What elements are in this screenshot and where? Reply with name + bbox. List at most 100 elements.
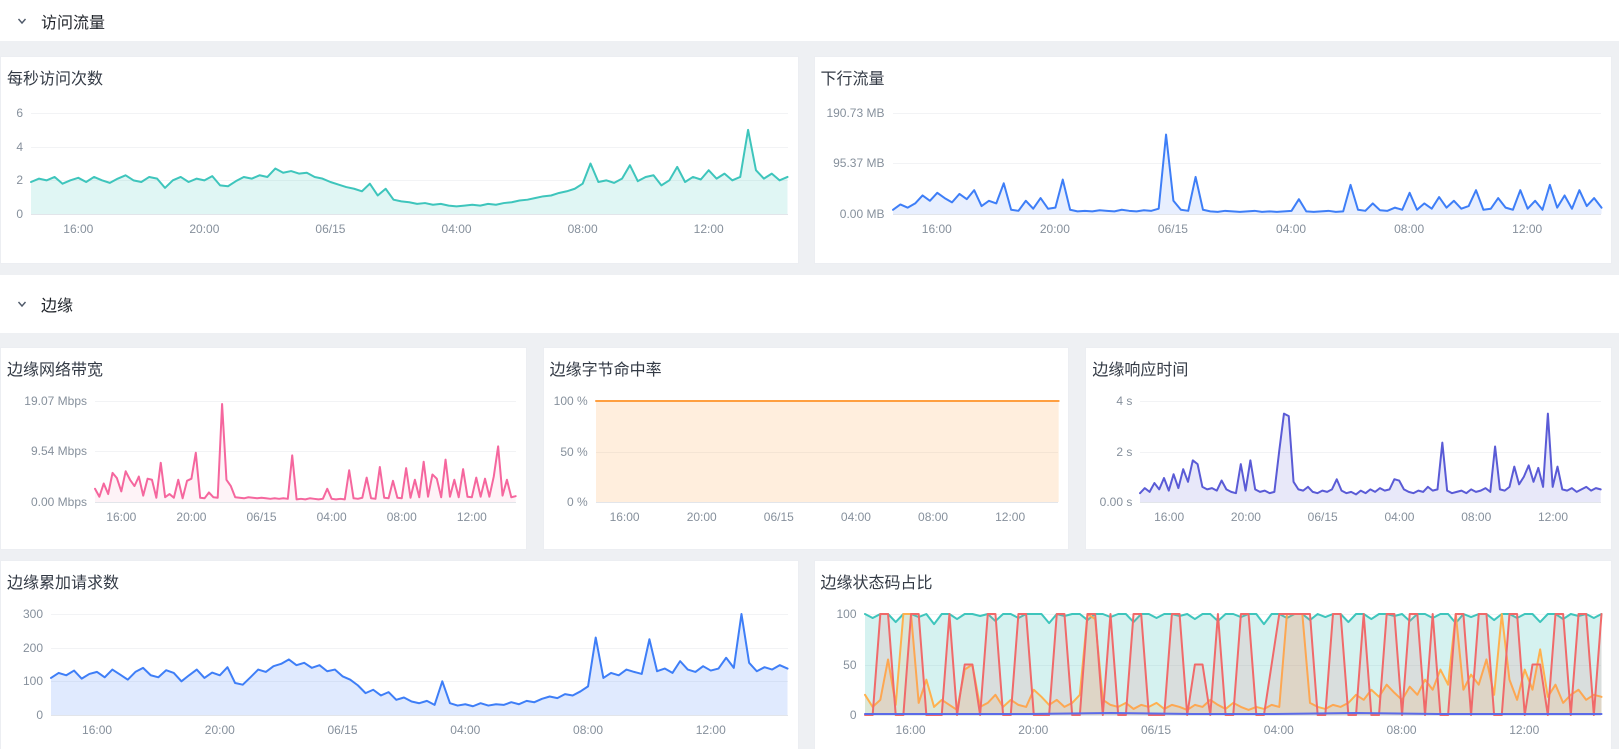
gridline xyxy=(1140,401,1602,402)
x-axis-tick-label: 12:00 xyxy=(693,222,724,236)
edge-response-time-chart[interactable]: 0.00 s 2 s 4 s 16:00 20:00 06/15 04:00 08:00 12… xyxy=(1092,394,1602,528)
x-axis-tick-label: 08:00 xyxy=(386,510,417,524)
x-axis-tick-label: 16:00 xyxy=(609,510,640,524)
x-axis-tick-label: 08:00 xyxy=(918,510,949,524)
y-axis-tick-label: 300 xyxy=(22,607,43,621)
y-axis-tick-label: 9.54 Mbps xyxy=(30,444,87,459)
y-axis-tick-label: 0.00 s xyxy=(1099,495,1133,509)
x-axis-tick-label: 16:00 xyxy=(921,222,952,236)
x-axis-tick-label: 12:00 xyxy=(1537,510,1569,524)
y-axis-tick-label: 2 s xyxy=(1116,444,1133,459)
x-axis-tick-label: 12:00 xyxy=(695,723,726,737)
x-axis-tick-label: 08:00 xyxy=(573,723,604,737)
gridline xyxy=(892,113,1601,114)
y-axis-tick-label: 200 xyxy=(22,640,43,655)
section-header-edge[interactable]: 边缘 xyxy=(0,275,1619,333)
y-axis-tick-label: 100 % xyxy=(553,394,588,408)
x-axis-tick-label: 06/15 xyxy=(327,723,358,737)
x-axis-tick-label: 08:00 xyxy=(1386,723,1417,737)
x-axis-tick-label: 08:00 xyxy=(1394,222,1425,236)
panel-downstream-traffic: 下行流量 0.00 MB 95.37 MB 190.73 MB 16:00 20:00… xyxy=(813,56,1612,264)
y-axis-tick-label: 4 xyxy=(16,139,23,154)
x-axis-tick-label: 04:00 xyxy=(1276,222,1307,236)
chevron-down-icon[interactable] xyxy=(15,14,29,28)
x-axis-tick-label: 06/15 xyxy=(1140,723,1172,737)
edge-accumulated-requests-chart[interactable]: 0 100 200 300 16:00 20:00 06/15 04:00 08:00 12:0… xyxy=(7,607,788,741)
chart-title-edge-byte-hit-rate: 边缘字节命中率 xyxy=(549,362,662,379)
x-axis-tick-label: 16:00 xyxy=(1154,510,1185,524)
panel-edge-response-time: 边缘响应时间 0.00 s 2 s 4 s 16:00 20:00 06/15 04:00… xyxy=(1085,347,1613,550)
x-axis-tick-label: 06/15 xyxy=(246,510,277,524)
section-header-traffic[interactable]: 访问流量 xyxy=(0,0,1619,41)
y-axis-tick-label: 6 xyxy=(16,106,23,120)
panel-edge-status-code-ratio: 边缘状态码占比 0 50 100 16:00 20:00 06/15 04:00 08:00… xyxy=(813,560,1612,749)
x-axis-tick-label: 06/15 xyxy=(763,510,794,524)
x-axis-tick-label: 04:00 xyxy=(441,222,472,236)
gridline xyxy=(51,614,788,615)
y-axis-tick-label: 100 xyxy=(836,607,857,621)
y-axis-tick-label: 100 xyxy=(22,674,43,689)
x-axis-tick-label: 16:00 xyxy=(82,723,113,737)
y-axis-tick-label: 0 % xyxy=(566,495,588,509)
spacer xyxy=(0,264,1619,275)
x-axis-tick-label: 20:00 xyxy=(176,510,207,524)
x-axis-tick-label: 20:00 xyxy=(204,723,235,737)
x-axis-tick-label: 08:00 xyxy=(1461,510,1492,524)
spacer xyxy=(0,550,1619,560)
edge-bandwidth-chart[interactable]: 0.00 Mbps 9.54 Mbps 19.07 Mbps 16:00 20:00 0… xyxy=(7,394,516,528)
y-axis-tick-label: 50 % xyxy=(560,444,588,459)
y-axis-tick-label: 0.00 MB xyxy=(839,207,885,221)
requests-per-second-chart[interactable]: 0 2 4 6 16:00 20:00 06/15 04:00 08:00 12:00 xyxy=(7,106,788,240)
gridline xyxy=(51,647,788,649)
x-axis-tick-label: 16:00 xyxy=(895,723,926,737)
gridline xyxy=(51,681,788,683)
gridline xyxy=(31,113,788,114)
edge-status-code-ratio-chart[interactable]: 0 50 100 16:00 20:00 06/15 04:00 08:00 12:00 xyxy=(821,607,1602,741)
downstream-traffic-chart[interactable]: 0.00 MB 95.37 MB 190.73 MB 16:00 20:00 06/15… xyxy=(821,106,1602,240)
gridline xyxy=(892,163,1601,165)
spacer xyxy=(0,41,1619,56)
gridline xyxy=(595,502,1059,503)
gridline xyxy=(95,502,516,503)
x-axis-tick-label: 04:00 xyxy=(840,510,871,524)
y-axis-tick-label: 0 xyxy=(16,207,23,221)
x-axis-tick-label: 20:00 xyxy=(1039,222,1070,236)
gridline xyxy=(1140,502,1602,503)
y-axis-tick-label: 0 xyxy=(36,708,43,722)
x-axis-tick-label: 06/15 xyxy=(315,222,346,236)
gridline xyxy=(1140,451,1602,453)
x-axis-tick-label: 20:00 xyxy=(1230,510,1261,524)
y-axis-tick-label: 4 s xyxy=(1116,394,1133,408)
gridline xyxy=(892,214,1601,215)
panel-requests-per-second: 每秒访问次数 0 2 4 6 16:00 20:00 06/15 04:00 08:00 12:… xyxy=(0,56,799,264)
chart-title-edge-accumulated-requests: 边缘累加请求数 xyxy=(7,575,120,592)
gridline xyxy=(31,214,788,215)
chart-title-requests-per-second: 每秒访问次数 xyxy=(7,71,104,88)
x-axis-tick-label: 20:00 xyxy=(189,222,220,236)
gridline xyxy=(864,664,1601,666)
y-axis-tick-label: 19.07 Mbps xyxy=(24,394,87,408)
gridline xyxy=(51,715,788,716)
gridline xyxy=(95,401,516,402)
x-axis-tick-label: 12:00 xyxy=(1512,222,1543,236)
edge-byte-hit-rate-chart[interactable]: 0 % 50 % 100 % 16:00 20:00 06/15 04:00 08:00 12… xyxy=(550,394,1059,528)
x-axis-tick-label: 04:00 xyxy=(1263,723,1294,737)
panel-edge-byte-hit-rate: 边缘字节命中率 0 % 50 % 100 % 16:00 20:00 06/15 04:0… xyxy=(542,347,1070,550)
x-axis-tick-label: 04:00 xyxy=(1384,510,1415,524)
chevron-down-icon[interactable] xyxy=(15,297,29,311)
chart-title-edge-bandwidth: 边缘网络带宽 xyxy=(7,362,104,379)
panel-edge-accumulated-requests: 边缘累加请求数 0 100 200 300 16:00 20:00 06/15 04:00 0… xyxy=(0,560,799,749)
x-axis-tick-label: 06/15 xyxy=(1157,222,1188,236)
section-title-edge: 边缘 xyxy=(41,298,74,315)
x-axis-tick-label: 06/15 xyxy=(1307,510,1338,524)
spacer xyxy=(0,333,1619,347)
chart-title-edge-status-code-ratio: 边缘状态码占比 xyxy=(820,575,933,592)
gridline xyxy=(95,451,516,453)
x-axis-tick-label: 12:00 xyxy=(1509,723,1540,737)
x-axis-tick-label: 12:00 xyxy=(995,510,1026,524)
x-axis-tick-label: 20:00 xyxy=(686,510,717,524)
gridline xyxy=(595,451,1059,453)
x-axis-tick-label: 04:00 xyxy=(450,723,481,737)
y-axis-tick-label: 2 xyxy=(16,173,23,188)
x-axis-tick-label: 16:00 xyxy=(63,222,94,236)
